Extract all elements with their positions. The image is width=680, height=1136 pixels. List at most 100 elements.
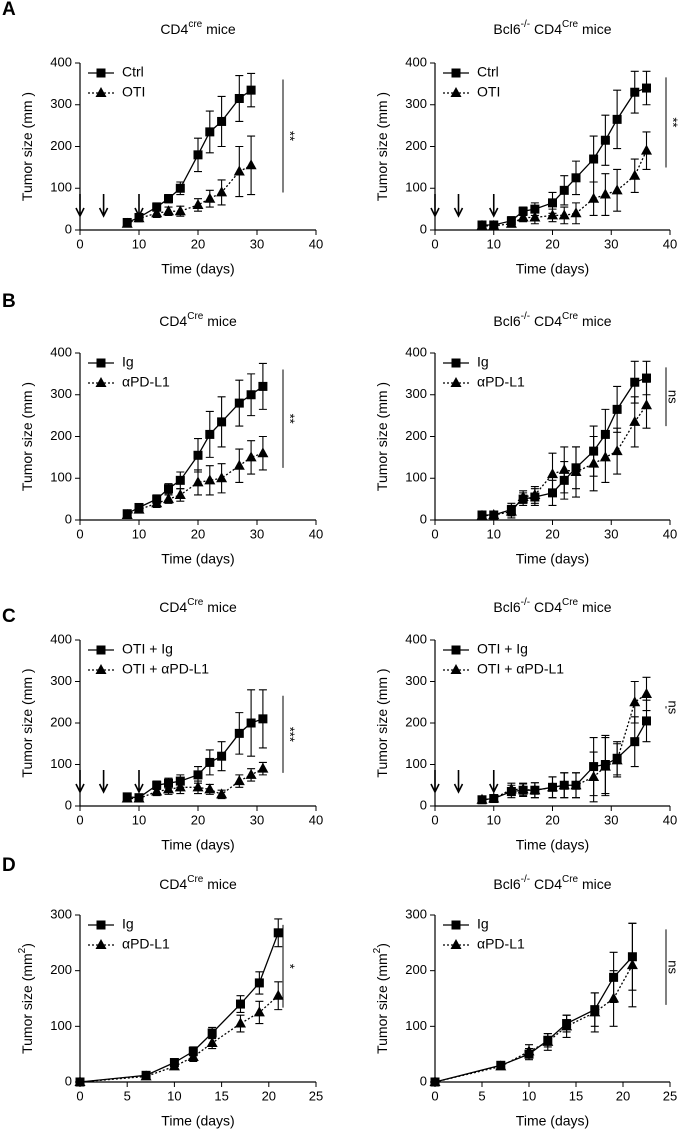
series-line [434, 956, 633, 1083]
data-point [476, 509, 488, 520]
treatment-arrow [134, 770, 144, 794]
significance-label: ** [283, 131, 298, 141]
chart-title-part: mice [203, 876, 237, 892]
legend-label: OTI + Ig [122, 641, 173, 657]
chart-title: CD4Cre mice [159, 311, 237, 329]
y-tick-label: 100 [405, 756, 427, 771]
data-point [589, 154, 599, 164]
data-point [193, 450, 203, 460]
data-point [174, 781, 186, 792]
y-axis-label-part: ) [19, 382, 35, 387]
legend-label: OTI [477, 84, 500, 100]
data-point [257, 762, 269, 773]
data-point [548, 198, 557, 208]
data-point [523, 1045, 535, 1056]
data-point [429, 1076, 441, 1086]
data-point [163, 493, 174, 504]
chart-title-part: mice [202, 21, 236, 37]
data-point [205, 429, 215, 439]
data-point [642, 373, 651, 383]
data-point [558, 779, 570, 790]
y-tick-label: 200 [50, 428, 72, 443]
chart-title-part: mice [578, 313, 612, 329]
y-tick-label: 200 [405, 962, 427, 977]
data-point [245, 159, 257, 170]
x-tick-label: 30 [250, 526, 264, 541]
treatment-arrow [453, 194, 464, 218]
data-point [505, 217, 517, 228]
x-tick-label: 40 [309, 526, 323, 541]
data-point [517, 783, 529, 794]
series-line [126, 452, 264, 516]
data-point [152, 202, 162, 212]
x-tick-label: 15 [569, 1088, 583, 1103]
data-point [121, 792, 133, 803]
data-point [164, 484, 173, 494]
legend-label: OTI + Ig [477, 641, 528, 657]
x-tick-label: 20 [191, 526, 205, 541]
treatment-arrow [489, 770, 499, 794]
legend-label: OTI [122, 84, 145, 100]
treatment-arrow [430, 770, 440, 794]
significance-label: ** [283, 414, 298, 424]
data-point [630, 377, 640, 387]
data-point [547, 468, 558, 479]
chart-title-part: Bcl6 [493, 599, 520, 615]
x-tick-label: 0 [431, 526, 438, 541]
x-axis-label: Time (days) [516, 551, 589, 567]
legend-marker [451, 68, 461, 78]
panel-letter: C [2, 606, 16, 627]
data-point [245, 768, 257, 779]
x-tick-label: 0 [431, 1088, 438, 1103]
treatment-arrow [489, 194, 499, 218]
y-axis-label: Tumor size (mm ) [19, 92, 35, 201]
data-point [518, 206, 528, 216]
chart-title-sup: -/- [521, 19, 530, 30]
data-point [140, 1070, 152, 1081]
x-axis-label: Time (days) [516, 1113, 589, 1129]
x-tick-label: 10 [487, 526, 501, 541]
series-line [126, 89, 252, 224]
legend-marker [450, 939, 462, 949]
legend-label: Ctrl [122, 64, 144, 80]
legend-label: αPD-L1 [122, 374, 170, 390]
data-point [163, 205, 174, 216]
y-tick-label: 200 [405, 428, 427, 443]
x-tick-label: 5 [124, 1088, 131, 1103]
data-point [629, 415, 641, 426]
data-point [216, 788, 228, 799]
data-point [542, 1035, 554, 1046]
x-axis-label: Time (days) [161, 837, 234, 853]
data-point [258, 381, 268, 391]
data-point [495, 1060, 507, 1071]
data-point [246, 390, 256, 400]
data-point [588, 192, 600, 203]
legend-marker [95, 664, 107, 674]
x-tick-label: 30 [604, 526, 618, 541]
data-point [529, 211, 541, 222]
chart-title-part: CD4 [530, 313, 562, 329]
data-point [233, 165, 245, 176]
treatment-arrow [430, 194, 440, 218]
x-tick-label: 25 [663, 1088, 677, 1103]
data-point [571, 173, 581, 183]
x-axis-label: Time (days) [161, 1113, 234, 1129]
data-point [193, 770, 203, 780]
y-tick-label: 300 [50, 673, 72, 688]
data-point [235, 999, 245, 1009]
treatment-arrow [75, 770, 85, 794]
y-tick-label: 100 [50, 756, 72, 771]
y-tick-label: 100 [405, 1018, 427, 1033]
data-point [599, 451, 611, 462]
x-tick-label: 20 [545, 526, 559, 541]
chart-title-sup: Cre [562, 19, 579, 30]
significance-label: * [283, 964, 298, 969]
data-point [233, 459, 245, 470]
data-point [204, 783, 216, 794]
data-point [476, 219, 488, 230]
data-point [599, 760, 611, 771]
chart-title-sup: Cre [562, 311, 579, 322]
data-point [257, 447, 269, 458]
legend-marker [95, 377, 107, 387]
